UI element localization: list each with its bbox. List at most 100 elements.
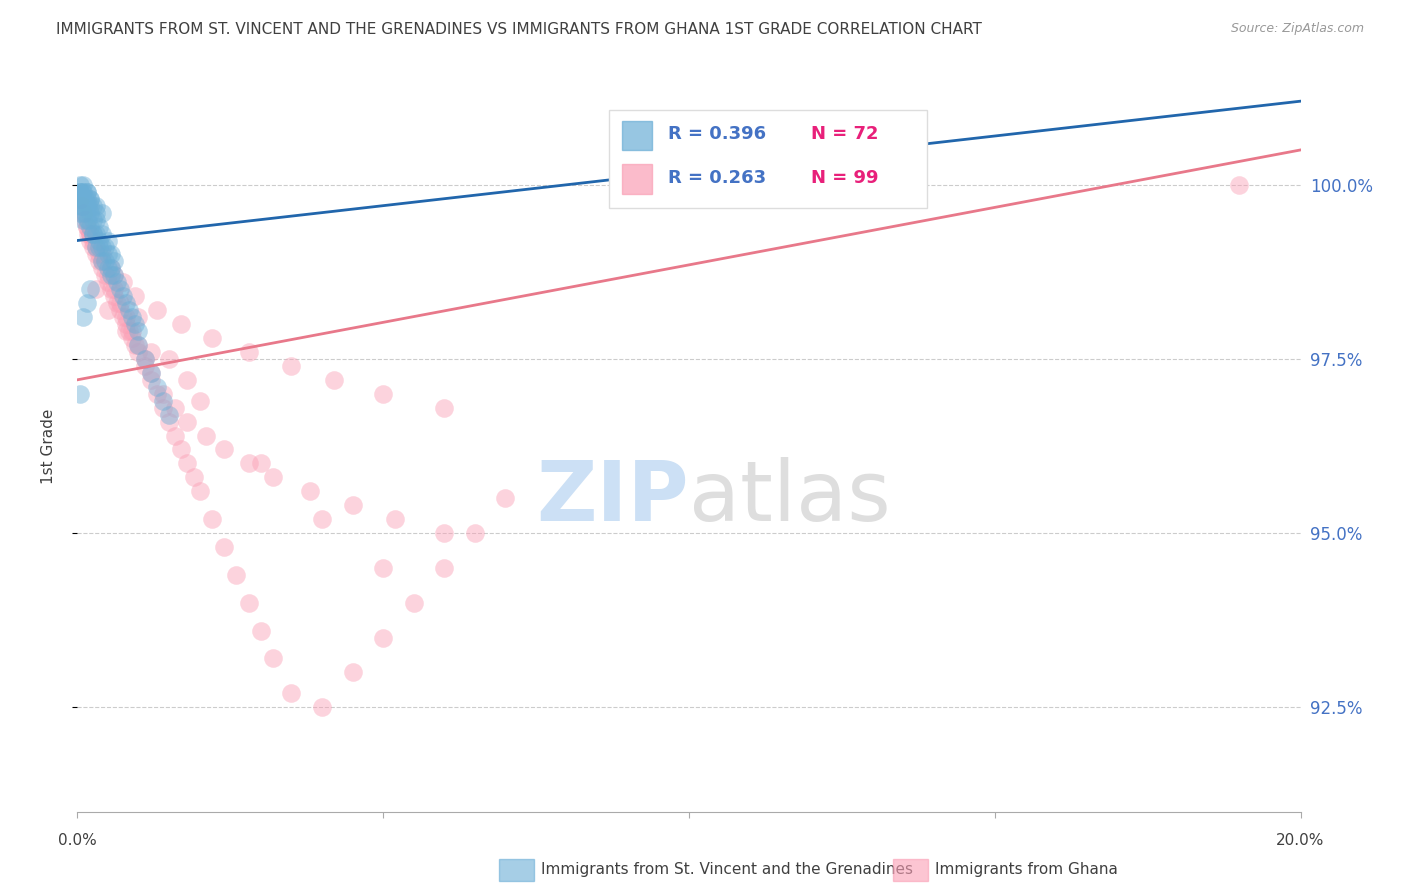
Point [108,296,131,310]
Text: ZIP: ZIP [537,457,689,538]
Point [115,317,138,331]
Point [97,247,120,261]
Point [176,373,198,387]
Point [121,324,143,338]
Point [100,282,122,296]
Point [87,240,110,254]
FancyBboxPatch shape [621,120,652,150]
Point [77,227,100,241]
Point [262,651,284,665]
Point [176,415,198,429]
Point [433,561,456,575]
Point [311,512,333,526]
Point [76,219,98,234]
Point [103,289,125,303]
FancyBboxPatch shape [609,110,928,209]
Point [69,386,91,401]
Point [464,526,486,541]
Point [170,317,193,331]
Point [70,192,93,206]
Point [100,247,122,261]
Point [90,261,112,276]
Point [134,359,156,373]
Point [183,470,205,484]
Point [134,351,156,366]
Text: 0.0%: 0.0% [58,832,97,847]
Point [371,386,394,401]
Point [342,665,364,680]
Point [495,491,517,506]
Point [76,219,98,234]
Point [87,254,110,268]
Point [76,192,98,206]
Text: N = 99: N = 99 [811,169,879,186]
Text: R = 0.396: R = 0.396 [668,125,766,143]
Point [76,185,98,199]
Point [76,296,98,310]
Point [90,254,112,268]
Point [112,275,135,289]
Point [238,457,260,471]
Point [82,227,104,241]
Point [82,240,104,254]
Point [84,212,107,227]
Point [72,205,94,219]
Point [90,205,112,219]
Text: Source: ZipAtlas.com: Source: ZipAtlas.com [1230,22,1364,36]
Point [94,240,117,254]
Point [201,512,224,526]
Point [139,345,162,359]
Point [170,442,193,457]
Point [100,268,122,283]
Point [402,596,425,610]
Point [323,373,346,387]
Point [238,345,260,359]
Point [152,386,174,401]
Point [84,205,107,219]
Point [124,317,146,331]
Point [72,185,94,199]
Point [238,596,260,610]
Point [165,401,187,415]
Point [87,247,110,261]
Point [152,401,174,415]
Point [73,212,96,227]
Point [94,254,117,268]
Point [139,366,162,380]
Point [139,366,162,380]
Point [69,205,91,219]
Point [87,219,110,234]
Point [79,199,101,213]
Point [76,199,98,213]
Point [70,199,93,213]
Point [69,192,91,206]
Point [82,212,104,227]
Point [121,331,143,345]
Point [72,192,94,206]
Point [105,296,128,310]
Point [1229,178,1251,192]
Text: R = 0.263: R = 0.263 [668,169,766,186]
Point [100,261,122,276]
Point [100,261,122,276]
Point [118,303,141,318]
Point [79,205,101,219]
Point [69,178,91,192]
Point [70,199,93,213]
Point [84,240,107,254]
Point [128,310,150,325]
Point [73,192,96,206]
Point [121,310,143,325]
Point [69,192,91,206]
Point [77,212,100,227]
Point [371,561,394,575]
Point [124,338,146,352]
Point [69,199,91,213]
Point [433,526,456,541]
Point [128,338,150,352]
Point [73,205,96,219]
FancyBboxPatch shape [621,164,652,194]
Point [79,219,101,234]
Point [118,324,141,338]
Text: N = 72: N = 72 [811,125,879,143]
